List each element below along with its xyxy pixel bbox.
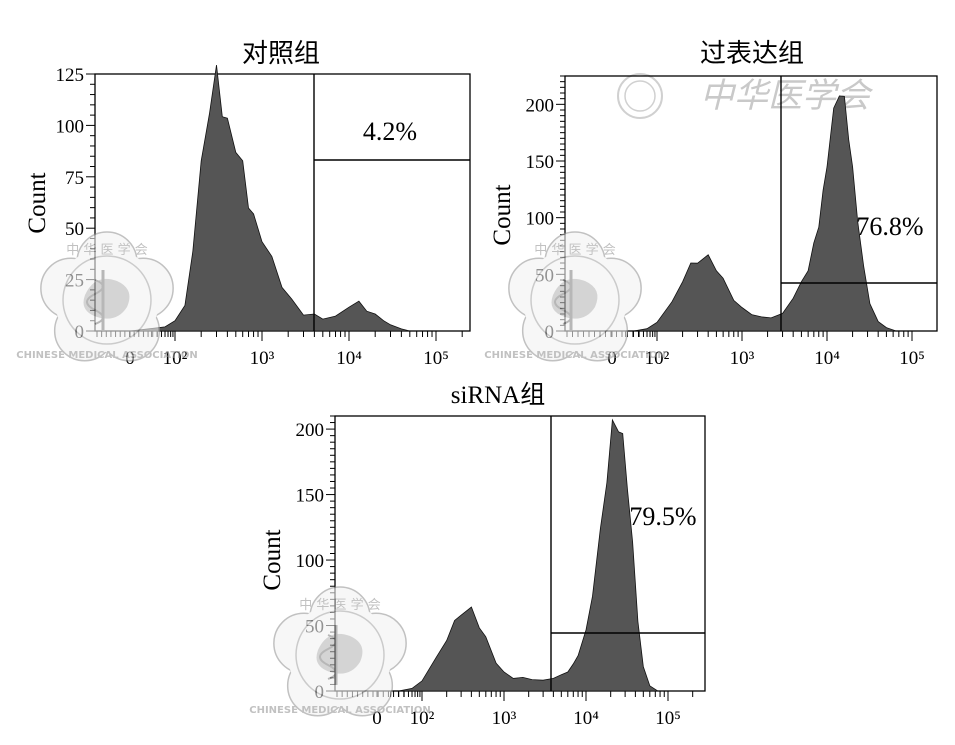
seal-top-text: 中 华 医 学 会 xyxy=(534,242,616,258)
seal-top-text: 中 华 医 学 会 xyxy=(299,597,381,613)
seal-bottom-text: CHINESE MEDICAL ASSOCIATION xyxy=(249,705,431,716)
x-tick-label-control: 10³ xyxy=(250,348,275,369)
watermark-script-text: 中华医学会 xyxy=(700,78,874,115)
y-tick-label-overexpression: 100 xyxy=(526,209,555,230)
y-tick-label-overexpression: 200 xyxy=(526,95,555,116)
histogram-control xyxy=(129,64,410,332)
seal-bottom-text: CHINESE MEDICAL ASSOCIATION xyxy=(16,350,198,361)
gate-percent-overexpression: 76.8% xyxy=(856,212,923,241)
x-tick-label-sirna: 10² xyxy=(410,708,435,729)
y-tick-label-control: 100 xyxy=(56,116,85,137)
histogram-overexpression xyxy=(633,95,897,332)
histogram-sirna xyxy=(398,418,660,692)
gate-percent-control: 4.2% xyxy=(363,117,417,146)
y-axis-label-overexpression: Count xyxy=(489,184,516,245)
x-tick-label-sirna: 10⁵ xyxy=(655,708,681,729)
y-axis-label-sirna: Count xyxy=(259,529,286,590)
y-tick-label-sirna: 100 xyxy=(296,551,325,572)
x-tick-label-control: 10² xyxy=(163,348,188,369)
y-tick-label-control: 50 xyxy=(65,219,84,240)
watermark-seal: 中 华 医 学 会 CHINESE MEDICAL ASSOCIATION xyxy=(249,586,431,717)
panel-title-overexpression: 过表达组 xyxy=(700,39,804,68)
y-tick-label-control: 125 xyxy=(56,65,85,86)
panel-title-control: 对照组 xyxy=(242,39,320,68)
seal-bottom-text: CHINESE MEDICAL ASSOCIATION xyxy=(484,350,666,361)
watermark-seal: 中 华 医 学 会 CHINESE MEDICAL ASSOCIATION xyxy=(484,231,666,362)
y-tick-label-control: 75 xyxy=(65,168,84,189)
y-tick-label-overexpression: 150 xyxy=(526,152,555,173)
x-tick-label-sirna: 10³ xyxy=(492,708,517,729)
watermark-seal: 中 华 医 学 会 CHINESE MEDICAL ASSOCIATION xyxy=(16,231,198,362)
panel-title-sirna: siRNA组 xyxy=(451,381,545,409)
seal-top-text: 中 华 医 学 会 xyxy=(66,242,148,258)
x-tick-label-overexpression: 10² xyxy=(645,348,670,369)
x-tick-label-overexpression: 0 xyxy=(607,348,617,369)
y-tick-label-sirna: 200 xyxy=(296,420,325,441)
x-tick-label-sirna: 10⁴ xyxy=(573,708,599,729)
x-tick-label-overexpression: 10³ xyxy=(730,348,755,369)
watermark-seal-header xyxy=(617,73,663,119)
x-tick-label-control: 10⁵ xyxy=(423,348,449,369)
gate-percent-sirna: 79.5% xyxy=(629,502,696,531)
x-tick-label-overexpression: 10⁴ xyxy=(814,348,840,369)
x-tick-label-overexpression: 10⁵ xyxy=(899,348,925,369)
x-tick-label-control: 10⁴ xyxy=(336,348,362,369)
y-tick-label-sirna: 150 xyxy=(296,486,325,507)
x-tick-label-sirna: 0 xyxy=(372,708,382,729)
y-axis-label-control: Count xyxy=(24,172,51,233)
